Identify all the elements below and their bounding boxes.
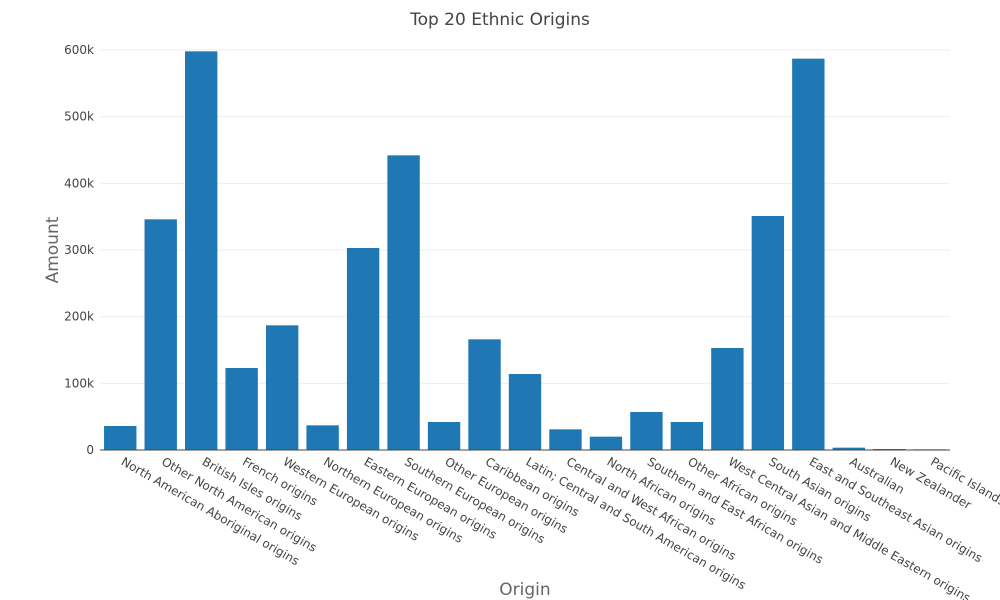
bar[interactable] — [549, 429, 582, 450]
bar[interactable] — [711, 348, 744, 450]
bar[interactable] — [508, 374, 542, 450]
bar[interactable] — [144, 219, 177, 450]
bar[interactable] — [104, 426, 137, 450]
bar[interactable] — [427, 422, 461, 450]
y-axis-title: Amount — [43, 216, 63, 283]
bar[interactable] — [751, 216, 785, 450]
bars — [100, 51, 950, 451]
y-tick-label: 600k — [64, 43, 94, 57]
y-tick-label: 0 — [86, 443, 94, 457]
y-tick-label: 500k — [64, 110, 94, 124]
y-tick-label: 400k — [64, 176, 94, 190]
bar[interactable] — [468, 339, 501, 450]
bar[interactable] — [306, 425, 339, 450]
bar[interactable] — [346, 248, 380, 450]
bar[interactable] — [670, 422, 704, 450]
bar[interactable] — [387, 155, 420, 451]
y-axis-ticks: 0 100k 200k 300k 400k 500k 600k — [64, 43, 94, 457]
bar[interactable] — [832, 447, 865, 450]
y-tick-label: 100k — [64, 376, 94, 390]
x-axis-title: Origin — [499, 580, 550, 600]
y-tick-label: 200k — [64, 310, 94, 324]
y-tick-label: 300k — [64, 243, 94, 257]
bar[interactable] — [265, 325, 299, 450]
chart-title: Top 20 Ethnic Origins — [409, 10, 590, 30]
bar[interactable] — [630, 412, 663, 450]
bar[interactable] — [792, 58, 825, 451]
bar[interactable] — [185, 51, 218, 450]
bar[interactable] — [589, 436, 623, 450]
bar[interactable] — [225, 368, 258, 450]
